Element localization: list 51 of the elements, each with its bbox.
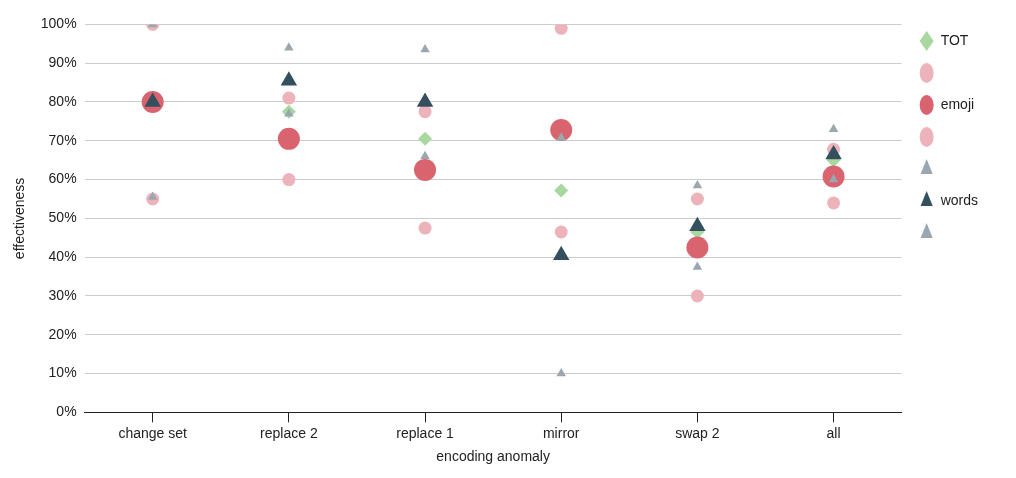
y-tick-label: 10% [48,364,77,381]
point [827,196,841,210]
y-tick-label: 60% [48,170,77,187]
point [284,42,294,51]
point [822,165,845,188]
legend-label: words [939,191,979,208]
y-tick-label: 40% [48,248,77,265]
point [552,245,570,261]
point [414,158,437,181]
point [554,24,568,35]
point [692,261,703,270]
point [556,132,566,141]
y-tick-label: 20% [48,325,77,342]
y-tick-label: 0% [56,403,77,420]
point [686,236,709,259]
point [556,368,566,377]
legend-label: TOT [940,31,969,48]
point [280,71,298,86]
point [690,289,704,303]
point [277,127,300,150]
point [420,150,430,160]
y-tick-label: 50% [48,209,77,226]
x-tick-label: swap 2 [675,424,720,441]
point [692,179,703,189]
point [418,131,433,146]
x-axis-title: encoding anomaly [436,448,550,465]
point [828,123,839,132]
legend-label: emoji [940,95,975,112]
point [147,191,158,200]
point [420,44,430,53]
x-tick-label: change set [118,424,188,441]
y-tick-label: 100% [40,15,77,32]
point [689,216,706,231]
point [418,221,432,235]
x-tick-label: replace 2 [260,424,318,441]
x-tick-label: mirror [542,424,580,441]
point [554,225,568,239]
point [284,108,294,117]
y-tick-label: 30% [48,286,77,303]
point [554,183,569,198]
point [825,144,842,160]
point [690,192,704,206]
y-tick-label: 80% [48,92,77,109]
point [282,173,296,187]
y-tick-label: 90% [48,54,77,71]
point [282,91,296,105]
x-tick-label: replace 1 [396,424,455,441]
point [550,118,573,141]
y-axis-title: effectiveness [11,177,28,260]
y-tick-label: 70% [48,131,77,148]
x-tick-label: all [826,424,841,441]
